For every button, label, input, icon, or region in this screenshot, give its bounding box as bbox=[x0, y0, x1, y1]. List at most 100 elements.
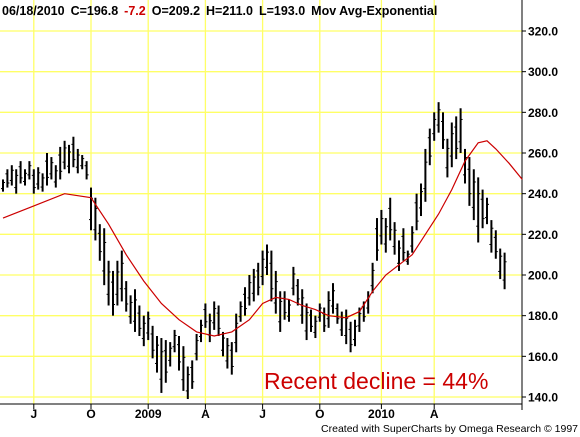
header-study: Mov Avg-Exponential bbox=[311, 4, 437, 18]
price-bar bbox=[45, 153, 49, 186]
price-bar bbox=[199, 319, 203, 343]
price-bar bbox=[317, 303, 322, 322]
header-open: O=209.2 bbox=[152, 4, 200, 18]
price-bar bbox=[423, 148, 428, 202]
y-tick-label: 320.0 bbox=[528, 25, 558, 39]
price-bar bbox=[49, 157, 54, 180]
price-bar bbox=[304, 303, 309, 341]
price-bar bbox=[106, 260, 111, 306]
y-tick-label: 160.0 bbox=[528, 350, 558, 364]
price-bar bbox=[84, 161, 89, 180]
price-bar bbox=[326, 291, 331, 328]
price-bar bbox=[194, 333, 199, 361]
price-bar bbox=[432, 112, 437, 141]
price-bar bbox=[229, 342, 234, 375]
price-bar bbox=[419, 183, 423, 217]
price-bar bbox=[150, 325, 155, 359]
price-bar bbox=[163, 340, 168, 383]
price-bar bbox=[454, 116, 459, 160]
price-bar bbox=[221, 331, 225, 357]
price-bar bbox=[388, 197, 393, 241]
price-bar bbox=[436, 102, 441, 133]
price-bar bbox=[14, 169, 19, 194]
y-tick-label: 260.0 bbox=[528, 147, 558, 161]
price-bar bbox=[243, 287, 247, 316]
price-bar bbox=[40, 173, 45, 192]
price-bar bbox=[27, 161, 32, 180]
price-bar bbox=[335, 303, 340, 324]
price-bar bbox=[177, 336, 181, 371]
price-bar bbox=[379, 209, 384, 245]
x-tick-label: 2010 bbox=[368, 407, 395, 421]
price-bar bbox=[168, 342, 173, 367]
price-bar bbox=[9, 165, 14, 186]
price-bar bbox=[265, 244, 269, 275]
credit-line: Created with SuperCharts by Omega Resear… bbox=[321, 423, 578, 435]
price-bar bbox=[493, 230, 498, 259]
price-bar bbox=[309, 309, 313, 332]
price-bar bbox=[273, 270, 278, 314]
price-bar bbox=[251, 268, 256, 302]
price-bar bbox=[383, 218, 388, 253]
price-bar bbox=[410, 226, 415, 253]
price-bar bbox=[146, 311, 151, 341]
price-bar bbox=[172, 329, 177, 353]
price-bar bbox=[53, 165, 58, 188]
price-bar bbox=[36, 167, 41, 190]
price-bar bbox=[287, 299, 291, 322]
price-bar bbox=[111, 270, 115, 316]
price-bar bbox=[427, 128, 432, 166]
price-bar bbox=[256, 262, 261, 296]
price-bar bbox=[137, 305, 142, 336]
price-bar bbox=[212, 301, 217, 330]
price-bar bbox=[115, 260, 120, 306]
price-bar bbox=[203, 303, 208, 328]
price-bar bbox=[58, 146, 63, 180]
price-bar bbox=[489, 220, 494, 253]
header-high: H=211.0 bbox=[206, 4, 253, 18]
price-bar bbox=[300, 289, 305, 324]
price-bar bbox=[18, 161, 23, 184]
price-bar bbox=[480, 189, 485, 229]
price-bar bbox=[234, 313, 239, 353]
price-bar bbox=[67, 144, 71, 174]
price-bar bbox=[128, 295, 133, 324]
price-bar bbox=[269, 250, 274, 302]
price-bar bbox=[80, 155, 85, 170]
x-tick-label: J bbox=[30, 407, 37, 421]
x-tick-label: J bbox=[259, 407, 266, 421]
price-bar bbox=[467, 157, 472, 206]
header-date: 06/18/2010 bbox=[2, 4, 65, 18]
price-bar bbox=[498, 248, 503, 280]
price-bar bbox=[97, 224, 102, 261]
x-axis: J O 2009 A J O 2010 A bbox=[30, 404, 439, 421]
price-bar bbox=[353, 319, 357, 347]
x-tick-label: O bbox=[315, 407, 324, 421]
y-tick-label: 220.0 bbox=[528, 228, 558, 242]
price-bar bbox=[458, 108, 463, 153]
price-bar bbox=[370, 262, 375, 294]
price-bar bbox=[463, 148, 467, 184]
price-bar bbox=[159, 338, 164, 393]
price-bar bbox=[216, 305, 221, 336]
price-bar bbox=[502, 252, 507, 290]
price-bar bbox=[5, 169, 10, 188]
price-bar bbox=[155, 336, 159, 373]
y-tick-label: 280.0 bbox=[528, 106, 558, 120]
y-axis-tick-marks bbox=[522, 30, 526, 398]
x-tick-label: A bbox=[201, 407, 210, 421]
price-bar bbox=[190, 360, 195, 389]
price-bar bbox=[449, 122, 454, 168]
price-bar bbox=[331, 283, 335, 314]
price-bar bbox=[313, 315, 318, 339]
price-bar bbox=[392, 222, 397, 255]
moving-average-line bbox=[2, 140, 523, 337]
price-bar bbox=[471, 169, 476, 221]
plot-border bbox=[0, 0, 523, 410]
y-tick-label: 140.0 bbox=[528, 391, 558, 405]
y-tick-label: 300.0 bbox=[528, 65, 558, 79]
price-bar bbox=[225, 338, 230, 369]
price-bar bbox=[414, 193, 419, 231]
price-bar bbox=[102, 228, 107, 286]
